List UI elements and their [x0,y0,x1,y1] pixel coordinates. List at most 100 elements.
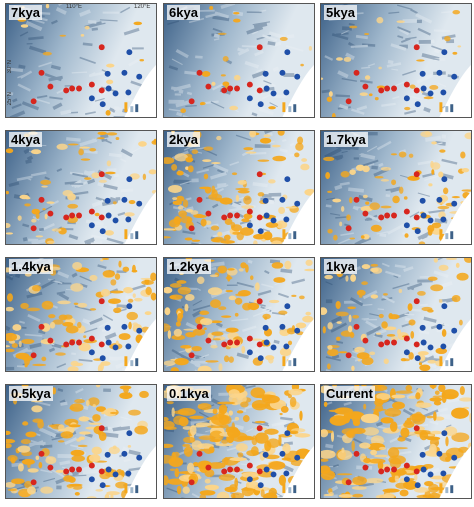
sample-point-red [378,87,385,94]
sample-point-red [205,210,212,217]
terrain-texture [6,4,147,117]
sample-point-red [30,479,37,486]
sample-point-red [413,298,420,305]
time-period-label: 4kya [9,132,42,147]
sample-point-red [353,69,360,76]
sample-point-red [234,85,240,92]
sample-point-blue [262,324,269,331]
sample-point-red [98,171,105,178]
sea [282,191,314,244]
sample-point-blue [419,197,426,204]
sample-point-blue [436,69,443,76]
terrain [6,385,156,498]
longitude-label: 120°E [134,4,151,10]
sea [124,318,156,371]
sample-point-red [98,468,105,475]
map-panel: 7kya 110°E 120°E 30°N 25°N [5,3,157,118]
sample-point-blue [427,471,434,478]
sample-point-blue [104,197,111,204]
sample-point-blue [104,324,111,331]
sample-point-red [98,44,105,51]
sample-point-red [205,337,212,344]
sample-point-red [76,466,82,473]
sample-point-blue [441,49,448,56]
sample-point-blue [88,222,95,229]
sample-point-blue [440,216,447,223]
sample-point-red [88,208,95,215]
sample-point-blue [294,200,301,207]
sea [124,64,156,117]
sample-point-blue [121,69,128,76]
map-panel: 0.1kya [163,384,315,499]
sample-point-blue [112,217,119,224]
sample-point-blue [451,327,458,334]
sea [282,64,314,117]
sample-point-red [413,425,420,432]
sample-point-red [63,468,70,475]
sample-point-red [221,341,228,348]
sample-point-red [47,210,54,217]
sample-point-red [256,44,263,51]
sample-point-blue [427,90,434,97]
sample-point-red [345,98,352,105]
sample-point-red [362,464,369,471]
sample-point-blue [121,196,128,203]
sample-point-blue [451,200,458,207]
time-period-label: Current [324,386,375,401]
sample-point-red [384,466,391,473]
sample-point-blue [441,176,448,183]
sample-point-red [196,196,203,203]
sample-point-red [76,339,82,346]
sample-point-blue [263,466,270,473]
sample-point-red [256,87,263,94]
terrain-texture [8,133,144,244]
sample-point-red [403,81,410,88]
terrain [164,4,314,117]
sample-point-red [205,464,212,471]
sample-point-red [188,225,195,232]
sample-point-red [88,81,95,88]
sample-point-blue [283,470,290,477]
sea [124,445,156,498]
sample-point-blue [441,303,448,310]
sample-point-red [378,341,385,348]
map-svg [321,4,471,117]
habitat-suitability-patches [164,385,314,498]
sample-point-blue [403,349,410,356]
sample-point-blue [284,176,291,183]
sample-point-blue [294,327,301,334]
sample-point-red [256,171,263,178]
sample-point-red [391,339,397,346]
map-svg [321,131,471,244]
sample-point-red [353,450,360,457]
sample-point-red [69,212,76,219]
sample-point-red [234,466,240,473]
sample-point-red [227,212,234,219]
sample-point-blue [279,450,286,457]
sample-point-red [221,214,228,221]
sample-point-blue [121,450,128,457]
sample-point-blue [283,216,290,223]
map-svg [6,258,156,371]
legend-swatches [282,356,297,367]
sample-point-blue [279,323,286,330]
sample-point-red [69,339,76,346]
sample-point-blue [257,228,264,235]
sample-point-red [378,468,385,475]
sample-point-blue [284,303,291,310]
map-panel: 6kya [163,3,315,118]
map-svg [321,385,471,498]
habitat-suitability-patches [6,131,156,244]
legend-swatches [282,483,297,494]
sample-point-red [98,341,105,348]
sample-point-blue [125,216,132,223]
sea [282,318,314,371]
map-svg [164,131,314,244]
legend-swatches [124,356,139,367]
sample-point-blue [403,95,410,102]
map-svg [6,131,156,244]
sample-point-red [413,87,420,94]
sample-point-red [384,339,391,346]
sample-point-blue [121,323,128,330]
sample-point-red [221,468,228,475]
